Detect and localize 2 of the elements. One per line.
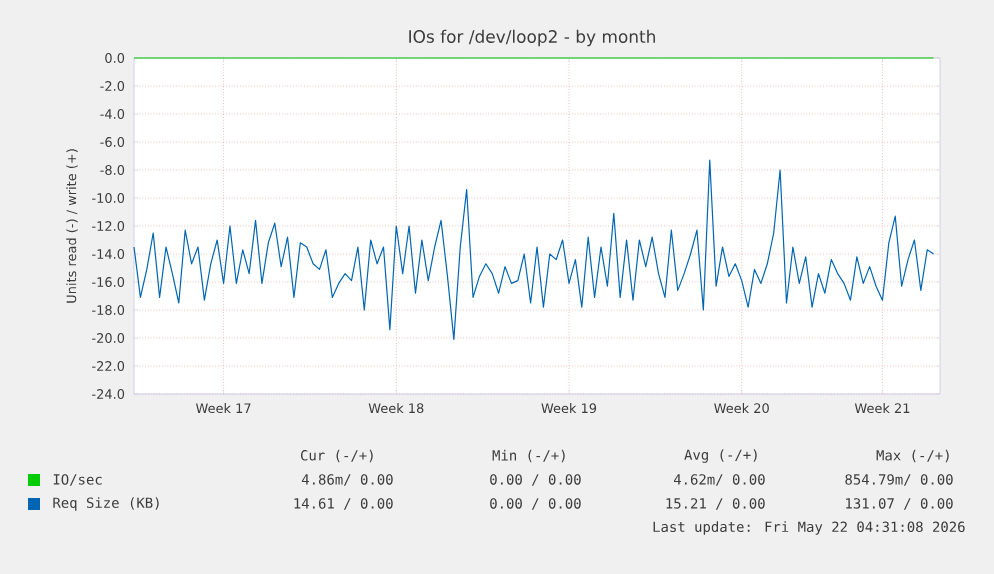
chart-title: IOs for /dev/loop2 - by month bbox=[409, 29, 655, 47]
line-series bbox=[133, 159, 935, 340]
